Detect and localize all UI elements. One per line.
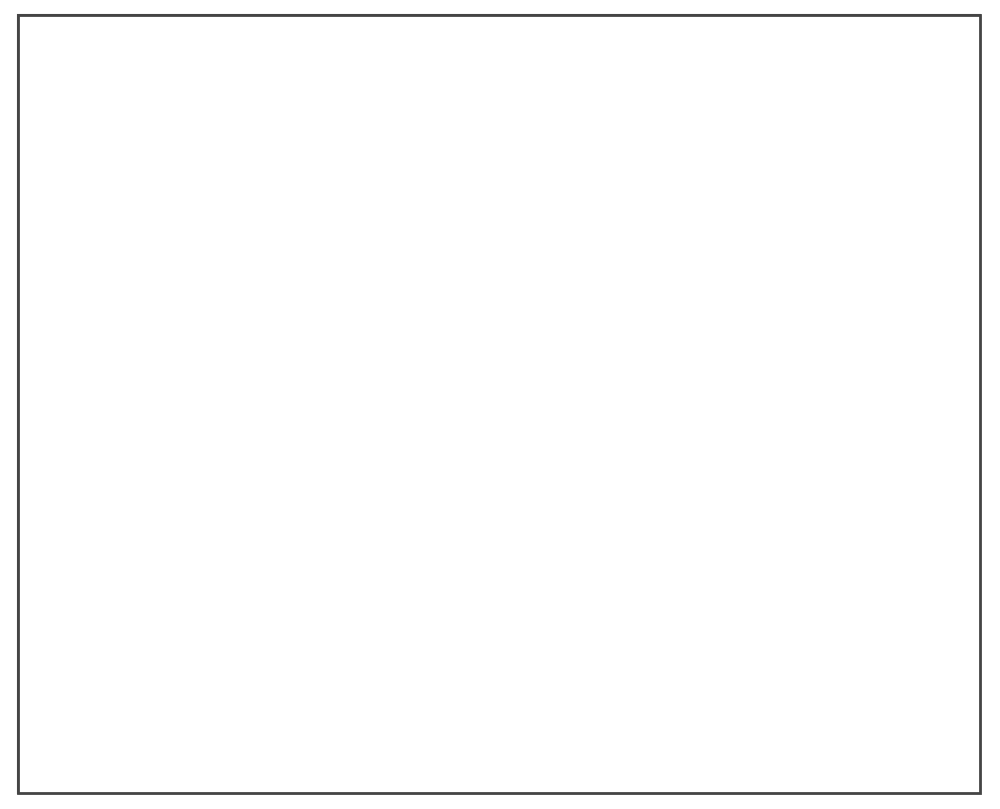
Bar	[355, 245, 540, 400]
Bar	[26, 105, 972, 543]
Text: A: A	[763, 62, 777, 82]
Bar	[570, 632, 595, 650]
Bar	[400, 620, 565, 675]
Bar	[704, 408, 718, 420]
Bar	[432, 542, 447, 557]
Bar	[418, 672, 427, 724]
Bar	[265, 348, 605, 356]
Bar	[26, 540, 972, 555]
Bar	[695, 280, 743, 375]
Bar	[408, 672, 417, 724]
Bar	[478, 672, 487, 724]
Bar	[448, 672, 457, 724]
Text: 2: 2	[344, 62, 356, 82]
Text: 8: 8	[574, 53, 586, 71]
Bar	[840, 455, 910, 655]
Bar	[578, 453, 735, 635]
Bar	[700, 265, 718, 287]
Text: 7: 7	[504, 739, 516, 757]
Bar	[538, 672, 547, 724]
Text: 1: 1	[159, 99, 171, 117]
Bar	[153, 632, 178, 650]
Bar	[100, 535, 860, 555]
Bar	[165, 453, 322, 635]
Text: 6: 6	[552, 728, 564, 748]
Bar	[157, 445, 332, 645]
Bar	[960, 390, 980, 450]
Text: B: B	[81, 691, 95, 709]
Bar	[42, 455, 104, 753]
Bar	[508, 672, 517, 724]
Bar	[435, 390, 527, 700]
Bar	[488, 672, 497, 724]
Bar	[518, 672, 527, 724]
Text: 3: 3	[664, 608, 676, 628]
Bar	[265, 330, 605, 348]
Bar	[468, 672, 477, 724]
Bar	[415, 628, 550, 666]
Text: C: C	[256, 709, 270, 727]
Bar	[458, 672, 467, 724]
Circle shape	[374, 522, 426, 574]
Bar	[438, 672, 447, 724]
Bar	[26, 540, 972, 788]
Bar	[428, 672, 437, 724]
Bar	[700, 375, 730, 410]
Bar	[26, 540, 972, 790]
Bar	[26, 108, 972, 543]
Bar	[340, 385, 620, 450]
Bar	[528, 672, 537, 724]
Text: 24: 24	[883, 616, 907, 634]
Text: 5: 5	[419, 739, 431, 757]
Bar	[570, 445, 745, 645]
Bar	[498, 672, 507, 724]
Bar	[380, 695, 585, 730]
Text: 4: 4	[462, 756, 474, 774]
